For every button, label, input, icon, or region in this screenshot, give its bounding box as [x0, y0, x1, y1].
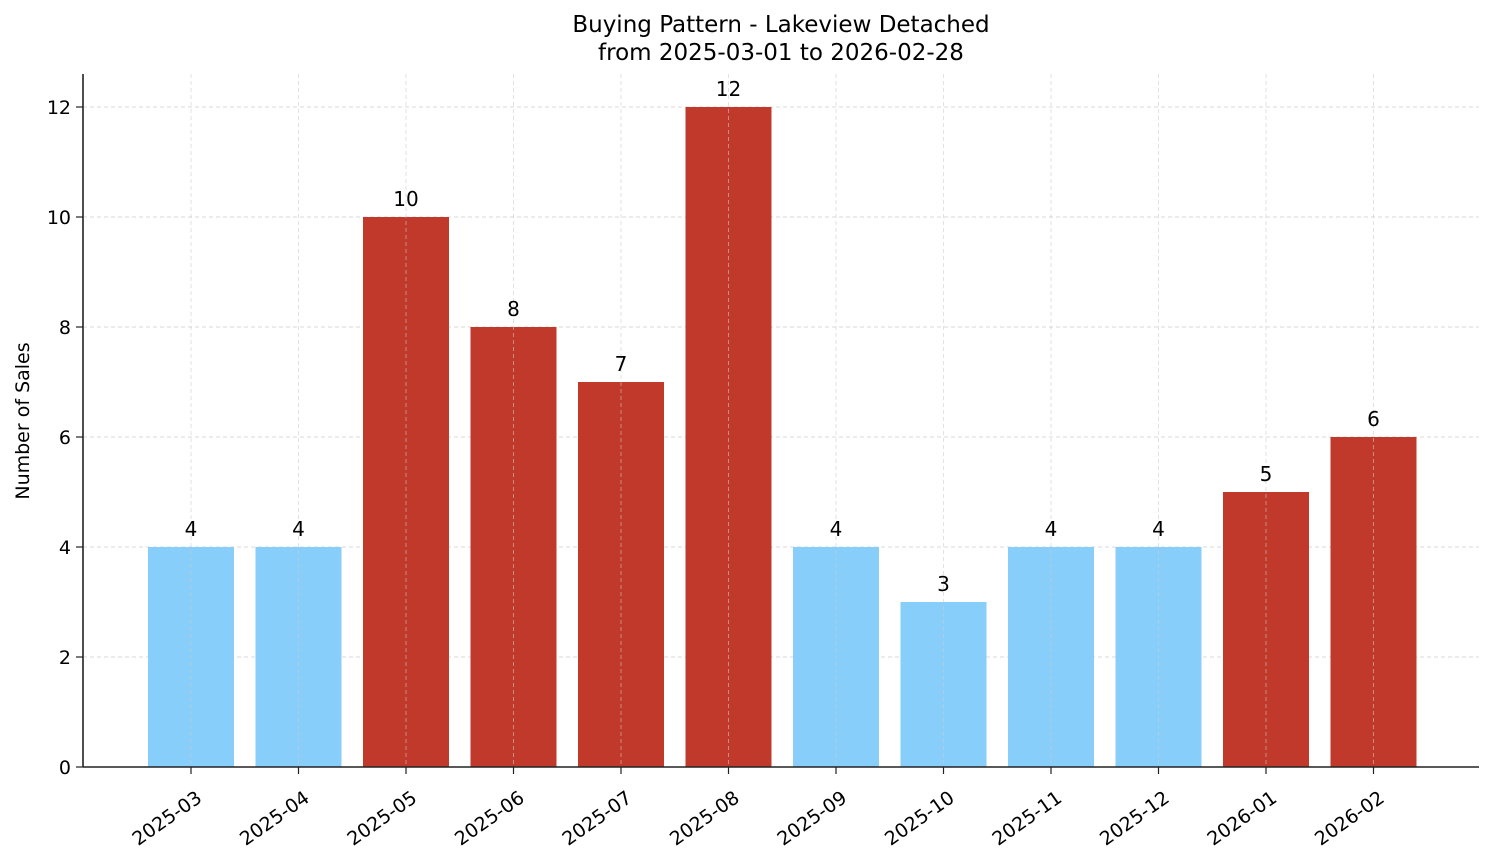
x-tick-label: 2025-05	[343, 787, 421, 851]
x-tick-label: 2025-12	[1096, 787, 1174, 851]
data-label: 4	[185, 517, 198, 541]
y-tick-label: 12	[47, 97, 71, 119]
vertical-gridlines	[190, 74, 1374, 767]
x-tick-label: 2026-02	[1311, 787, 1389, 851]
x-tick-label: 2025-11	[988, 787, 1066, 851]
data-label: 4	[292, 517, 305, 541]
y-tick-label: 4	[59, 537, 71, 559]
x-axis-ticks: 2025-03 2025-04 2025-05 2025-06 2025-07 2025-…	[128, 767, 1389, 851]
y-axis-ticks: 0 2 4 6 8 10 12	[47, 97, 83, 779]
x-tick-label: 2025-07	[558, 787, 636, 851]
data-label: 6	[1367, 407, 1380, 431]
chart-title: Buying Pattern - Lakeview Detached	[572, 12, 990, 38]
x-tick-label: 2025-03	[128, 787, 206, 851]
axes	[82, 74, 1479, 768]
x-tick-label: 2025-04	[236, 787, 314, 851]
data-label: 5	[1260, 462, 1273, 486]
bar-2025-08	[685, 107, 772, 767]
x-tick-label: 2025-08	[666, 787, 744, 851]
y-tick-label: 8	[59, 317, 71, 339]
data-label: 10	[393, 187, 418, 211]
chart-subtitle: from 2025-03-01 to 2026-02-28	[598, 40, 964, 66]
data-label: 4	[1152, 517, 1165, 541]
x-tick-label: 2025-06	[451, 787, 529, 851]
data-labels: 4 4 10 8 7 12 4 3 4 4 5 6	[185, 77, 1380, 596]
data-label: 3	[937, 572, 950, 596]
x-tick-label: 2026-01	[1203, 787, 1281, 851]
x-tick-label: 2025-10	[881, 787, 959, 851]
y-tick-label: 10	[47, 207, 71, 229]
data-label: 12	[716, 77, 741, 101]
data-label: 4	[1045, 517, 1058, 541]
data-label: 4	[830, 517, 843, 541]
y-tick-label: 6	[59, 427, 71, 449]
y-tick-label: 0	[59, 757, 71, 779]
data-label: 8	[507, 297, 520, 321]
data-label: 7	[615, 352, 628, 376]
x-tick-label: 2025-09	[773, 787, 851, 851]
y-tick-label: 2	[59, 647, 71, 669]
